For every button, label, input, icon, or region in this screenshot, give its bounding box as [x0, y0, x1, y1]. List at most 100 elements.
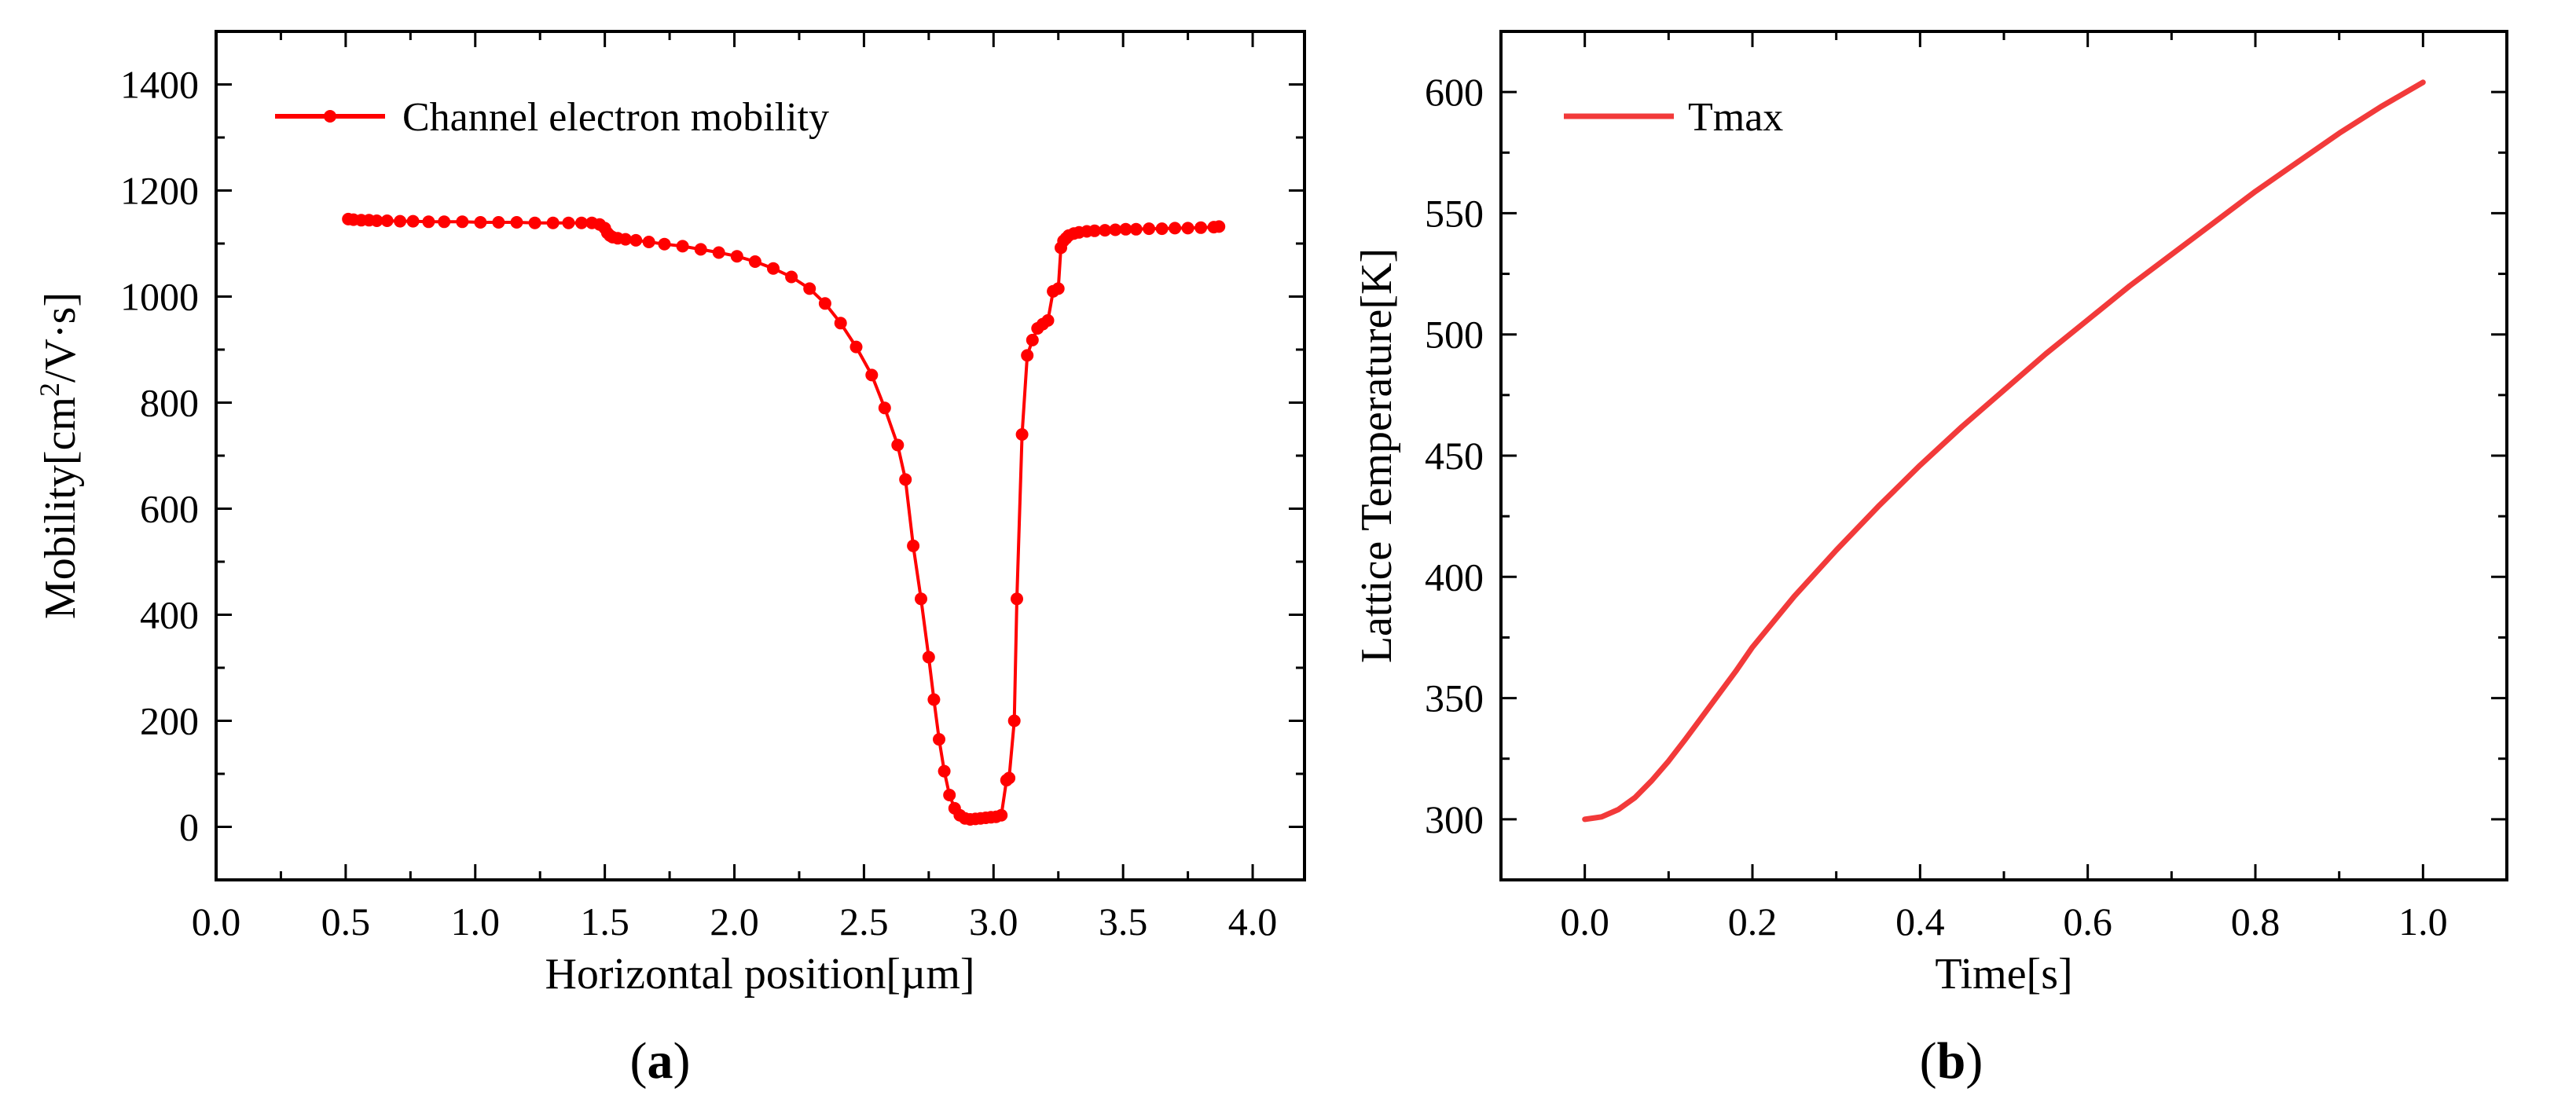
data-point [834, 317, 847, 330]
data-point [575, 216, 588, 229]
data-point [899, 473, 912, 486]
mobility-legend: Channel electron mobility [275, 95, 829, 140]
data-point [1109, 223, 1122, 236]
data-point [1194, 221, 1208, 234]
temperature-legend: Tmax [1564, 95, 1783, 140]
series-line [1582, 79, 2426, 823]
data-point [933, 733, 945, 746]
data-point [629, 233, 643, 247]
data-point [492, 216, 505, 229]
mobility-y-label-main: Mobility[cm [36, 397, 85, 619]
data-point [1015, 428, 1029, 441]
data-point [1003, 771, 1016, 785]
data-point [619, 233, 632, 246]
data-point [891, 438, 905, 452]
data-point [1088, 224, 1101, 237]
data-point [865, 368, 879, 382]
y-tick-label: 600 [140, 487, 199, 531]
data-point [730, 250, 743, 263]
temperature-chart: 0.0 0.2 0.4 0.6 0.8 1.0 300 350 400 450 500 550 600… [1352, 30, 2508, 1090]
y-tick-label: 800 [140, 381, 199, 425]
x-tick-label: 1.5 [580, 900, 629, 944]
mobility-x-axis-label: Horizontal position[µm] [545, 950, 974, 999]
data-point [456, 215, 469, 229]
data-point [1119, 222, 1132, 236]
y-tick-label: 1400 [120, 63, 199, 107]
x-tick-label: 1.0 [451, 900, 501, 944]
temperature-series [1582, 79, 2426, 823]
mobility-legend-marker [324, 110, 336, 123]
data-point [1051, 282, 1065, 295]
mobility-y-tick-labels: 0 200 400 600 800 1000 1200 1400 [120, 63, 199, 849]
data-point [528, 216, 541, 229]
data-point [878, 401, 891, 415]
y-tick-label: 400 [1425, 555, 1484, 599]
data-point [1181, 222, 1194, 235]
data-point [1007, 714, 1021, 727]
mobility-chart: 0.0 0.5 1.0 1.5 2.0 2.5 3.0 3.5 4.0 0 200 400 600 80… [34, 30, 1306, 1090]
x-tick-label: 0.6 [2063, 900, 2112, 944]
data-point [767, 262, 780, 275]
x-tick-label: 4.0 [1228, 900, 1278, 944]
data-point [562, 216, 575, 229]
temperature-axis-ticks [1501, 31, 2507, 880]
data-point [748, 255, 761, 268]
mobility-series [342, 212, 1226, 826]
data-point [394, 214, 407, 228]
x-tick-label: 3.0 [969, 900, 1018, 944]
data-point [785, 270, 798, 284]
mobility-plot-frame [215, 30, 1306, 881]
y-tick-label: 350 [1425, 676, 1484, 720]
mobility-x-tick-labels: 0.0 0.5 1.0 1.5 2.0 2.5 3.0 3.5 4.0 [192, 900, 1278, 944]
mobility-y-label-tail: /V·s] [36, 292, 85, 383]
temperature-x-tick-labels: 0.0 0.2 0.4 0.6 0.8 1.0 [1560, 900, 2447, 944]
data-point [510, 216, 523, 229]
temperature-legend-label: Tmax [1688, 95, 1783, 140]
data-point [438, 215, 451, 229]
y-tick-label: 500 [1425, 313, 1484, 357]
data-point [1129, 222, 1143, 236]
data-point [915, 592, 927, 606]
x-tick-label: 0.0 [192, 900, 241, 944]
data-point [1041, 313, 1055, 327]
data-point [907, 539, 920, 552]
data-point [938, 764, 951, 778]
y-tick-label: 1000 [120, 275, 199, 319]
x-tick-label: 1.0 [2398, 900, 2448, 944]
data-point [818, 297, 831, 310]
data-point [1213, 220, 1226, 233]
data-point [1169, 222, 1182, 235]
mobility-y-label-superscript: 2 [34, 383, 65, 397]
data-point [406, 214, 420, 228]
data-point [922, 650, 935, 664]
temperature-y-axis-label: Lattice Temperature[K] [1352, 248, 1401, 663]
temperature-y-tick-labels: 300 350 400 450 500 550 600 [1425, 70, 1484, 841]
panel-a-label: (a) [630, 1032, 691, 1090]
x-tick-label: 0.0 [1560, 900, 1609, 944]
y-tick-label: 300 [1425, 797, 1484, 841]
data-point [474, 216, 487, 229]
data-point [1011, 592, 1023, 606]
y-tick-label: 400 [140, 593, 199, 637]
data-point [422, 215, 435, 229]
mobility-legend-label: Channel electron mobility [402, 95, 829, 140]
data-point [642, 236, 655, 248]
x-tick-label: 0.8 [2231, 900, 2281, 944]
x-tick-label: 0.2 [1728, 900, 1778, 944]
panel-b-label: (b) [1920, 1032, 1983, 1090]
data-point [803, 282, 816, 295]
data-point [1143, 222, 1156, 236]
data-point [995, 808, 1008, 822]
data-point [1155, 222, 1169, 236]
data-point [694, 243, 707, 256]
data-point [370, 214, 383, 227]
y-tick-label: 600 [1425, 70, 1484, 114]
data-point [658, 237, 671, 251]
data-point [943, 789, 956, 801]
data-point [676, 240, 689, 253]
data-point [849, 340, 863, 354]
x-tick-label: 0.4 [1895, 900, 1945, 944]
temperature-x-axis-label: Time[s] [1935, 950, 2072, 999]
panel-b-letter: b [1937, 1032, 1966, 1090]
